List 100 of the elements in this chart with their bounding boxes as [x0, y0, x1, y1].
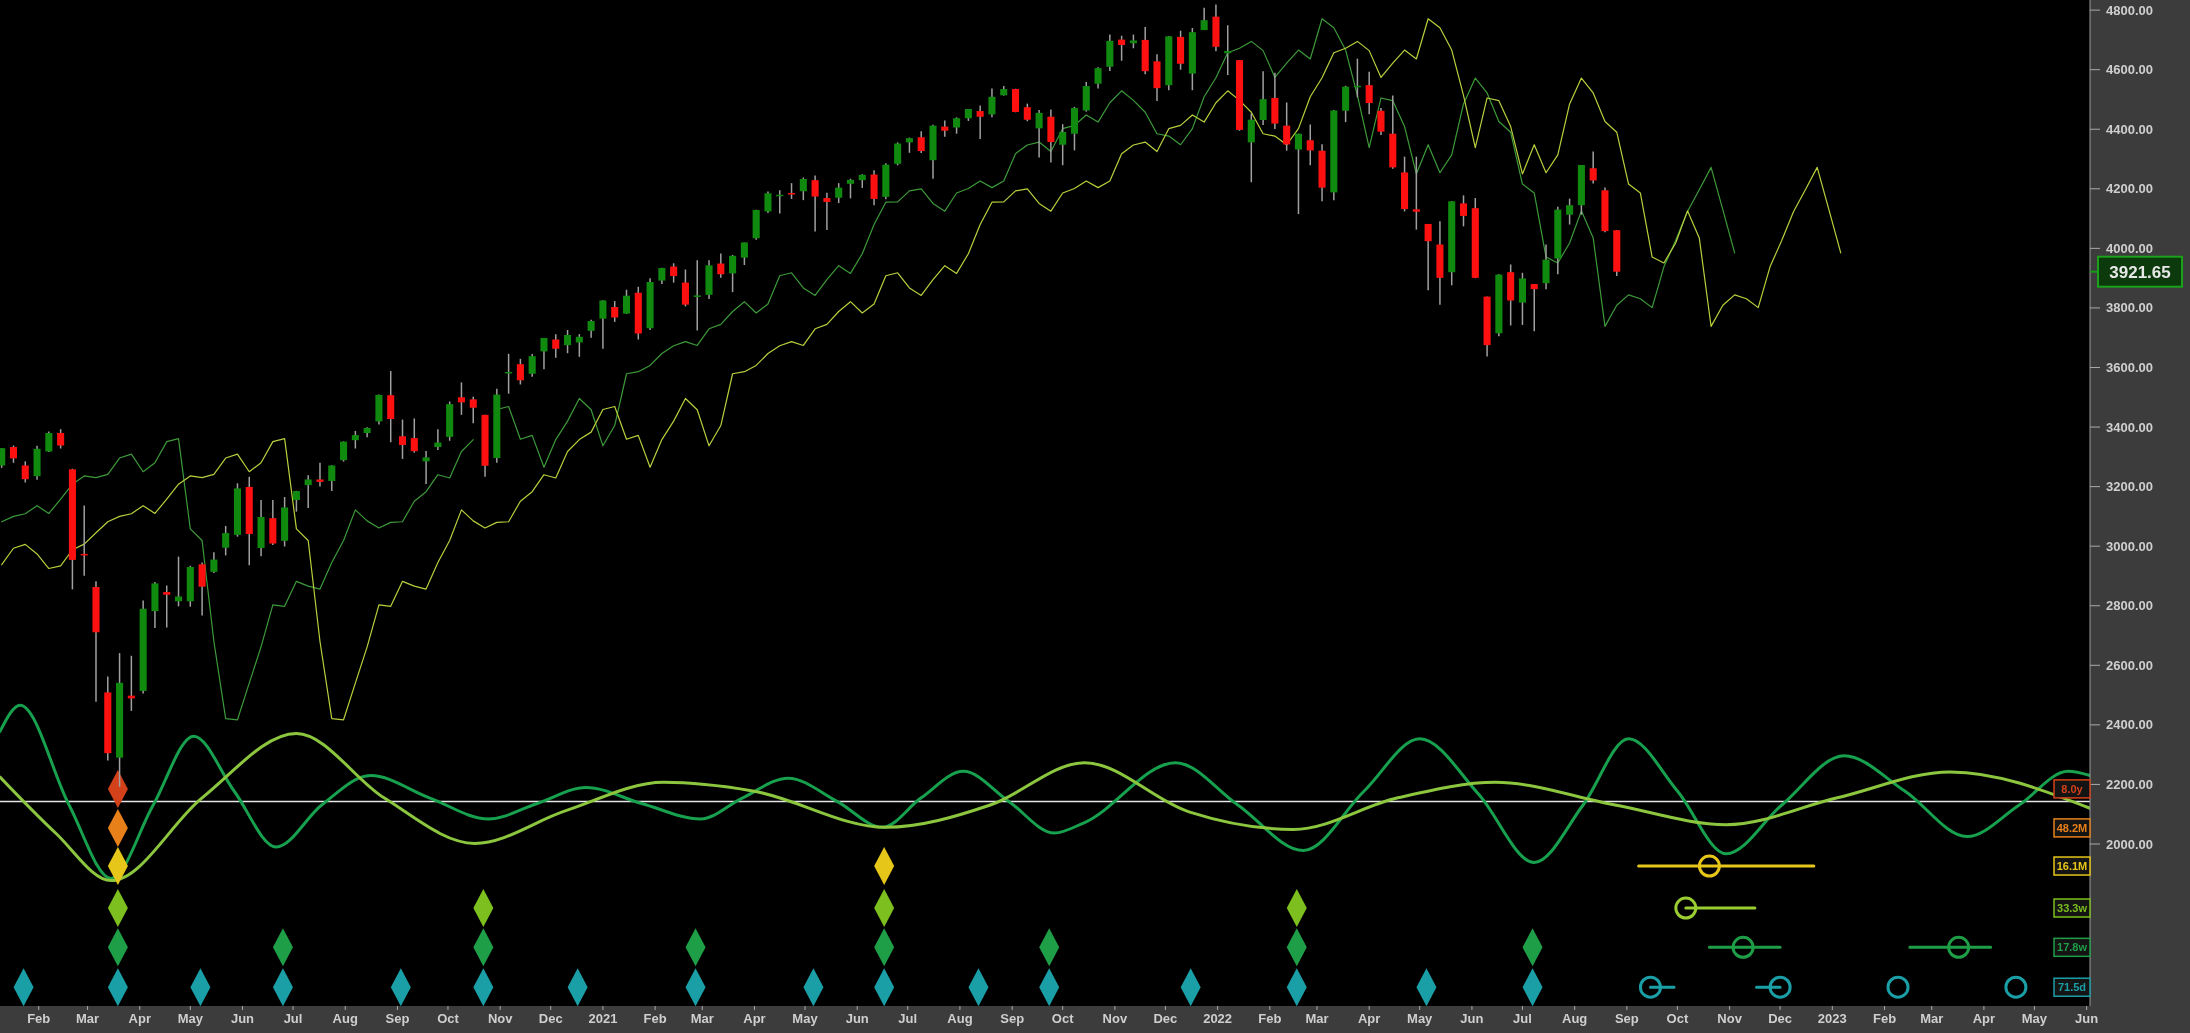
- x-tick-label: Jul: [898, 1011, 918, 1026]
- y-tick-label: 2400.00: [2106, 717, 2153, 733]
- x-tick-label: Dec: [538, 1011, 563, 1026]
- candlestick: [835, 182, 843, 204]
- x-tick-label: Nov: [487, 1011, 514, 1026]
- x-tick-label: Feb: [27, 1011, 51, 1026]
- x-tick-label: Sep: [1614, 1011, 1639, 1026]
- x-tick-label: May: [177, 1011, 204, 1026]
- candlestick: [457, 381, 465, 416]
- text: 3921.65: [2109, 262, 2171, 282]
- candlestick: [198, 561, 206, 617]
- candlestick: [1542, 243, 1550, 290]
- candlestick: [422, 450, 430, 485]
- point: [1886, 975, 1910, 999]
- x-tick-label: Jul: [283, 1011, 303, 1026]
- candlestick: [398, 418, 407, 460]
- x-tick-label: 2023: [1817, 1011, 1847, 1026]
- candlestick: [1424, 223, 1432, 292]
- point: [1674, 896, 1698, 920]
- candlestick: [846, 177, 855, 200]
- text: 16.1M: [2056, 859, 2088, 872]
- candlestick: [516, 358, 524, 386]
- candlestick: [21, 460, 29, 484]
- y-tick-label: 2000.00: [2106, 836, 2153, 852]
- x-tick-label: Apr: [743, 1011, 766, 1026]
- point: [1768, 975, 1792, 999]
- y-tick-label: 4000.00: [2106, 240, 2153, 256]
- candlestick: [681, 268, 689, 308]
- candlestick: [599, 299, 607, 350]
- y-tick-label: 4400.00: [2106, 121, 2153, 137]
- candlestick: [552, 333, 560, 359]
- x-tick-label: Oct: [1666, 1011, 1689, 1026]
- candlestick: [57, 428, 65, 450]
- x-tick-label: Jun: [230, 1011, 255, 1026]
- x-tick-label: 2022: [1203, 1011, 1233, 1026]
- y-tick-label: 4200.00: [2106, 181, 2153, 197]
- candlestick: [316, 462, 324, 488]
- candlestick: [811, 174, 819, 233]
- x-tick-label: Dec: [1153, 1011, 1178, 1026]
- candlestick: [1530, 283, 1538, 332]
- candlestick: [1377, 107, 1385, 136]
- candlestick: [328, 464, 336, 492]
- y-tick-label: 3000.00: [2106, 538, 2153, 554]
- candlestick: [163, 584, 171, 629]
- candlestick: [1259, 70, 1267, 126]
- y-tick-label: 2800.00: [2106, 598, 2153, 614]
- candlestick: [1459, 194, 1468, 228]
- x-tick-label: Jul: [1513, 1011, 1532, 1026]
- candlestick: [670, 262, 678, 284]
- candlestick: [564, 329, 572, 354]
- candlestick: [1294, 132, 1302, 215]
- x-tick-label: May: [1407, 1011, 1434, 1026]
- x-tick-label: Mar: [690, 1011, 714, 1026]
- y-tick-label: 4600.00: [2106, 62, 2153, 78]
- text: 8.0y: [2061, 782, 2084, 795]
- y-tick-label: 3400.00: [2106, 419, 2153, 435]
- candlestick: [1059, 123, 1067, 167]
- candlestick: [693, 259, 701, 332]
- line-series: [0, 703, 2092, 881]
- candlestick: [540, 337, 548, 371]
- text: 48.2M: [2056, 821, 2088, 834]
- point: [2004, 975, 2028, 999]
- line-series: [0, 732, 2092, 883]
- point: [1697, 854, 1721, 878]
- y-tick-label: 3600.00: [2106, 360, 2153, 376]
- candlestick: [222, 525, 230, 557]
- candlestick: [976, 104, 984, 140]
- candlestick: [1094, 66, 1102, 90]
- x-tick-label: Nov: [1102, 1011, 1128, 1026]
- candlestick: [764, 190, 772, 214]
- point: [1731, 935, 1755, 959]
- candlestick: [729, 254, 737, 293]
- candlestick: [1589, 150, 1597, 185]
- point: [1638, 975, 1662, 999]
- candlestick: [740, 241, 748, 266]
- candlestick: [622, 289, 631, 315]
- candlestick: [988, 87, 996, 119]
- y-tick-label: 2600.00: [2106, 657, 2153, 673]
- x-tick-label: Apr: [1358, 1011, 1381, 1026]
- candlestick: [1412, 155, 1420, 231]
- x-tick-label: Mar: [1305, 1011, 1329, 1026]
- candlestick: [528, 353, 536, 378]
- y-tick-label: 3800.00: [2106, 300, 2153, 316]
- candlestick: [1365, 71, 1373, 116]
- x-tick-label: Dec: [1768, 1011, 1793, 1026]
- x-tick-label: Aug: [947, 1011, 973, 1026]
- x-tick-label: Aug: [1562, 1011, 1588, 1026]
- point: [1947, 935, 1971, 959]
- candlestick: [917, 130, 925, 154]
- x-tick-label: Oct: [437, 1011, 460, 1026]
- candlestick: [894, 141, 902, 167]
- candlestick: [210, 551, 218, 574]
- x-tick-label: Apr: [128, 1011, 151, 1026]
- y-tick-label: 3200.00: [2106, 479, 2153, 495]
- text: 71.5d: [2057, 981, 2087, 994]
- x-tick-label: May: [2021, 1011, 2048, 1026]
- candlestick: [45, 430, 53, 453]
- candlestick: [1118, 34, 1126, 62]
- x-tick-label: Jun: [1460, 1011, 1484, 1026]
- x-tick-label: Sep: [1000, 1011, 1025, 1026]
